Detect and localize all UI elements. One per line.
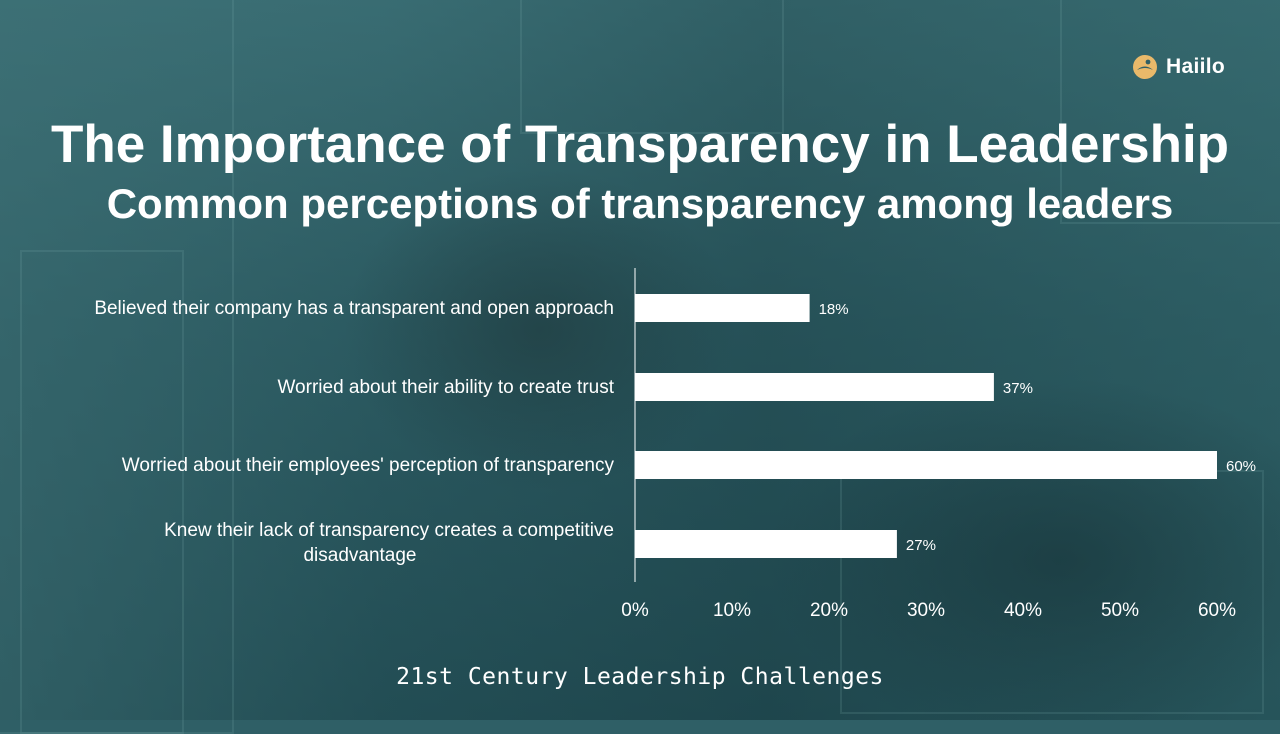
footer-caption: 21st Century Leadership Challenges <box>396 664 884 690</box>
bar-2 <box>635 373 994 401</box>
x-tick-label-20: 20% <box>810 600 848 621</box>
haiilo-logo: Haiilo <box>1132 54 1225 80</box>
bar-3 <box>635 451 1217 479</box>
chart-subtitle: Common perceptions of transparency among… <box>106 180 1174 227</box>
x-tick-label-50: 50% <box>1101 600 1139 621</box>
x-tick-label-10: 10% <box>713 600 751 621</box>
chart-title: The Importance of Transparency in Leader… <box>50 115 1230 174</box>
value-label-4: 27% <box>906 537 936 554</box>
category-label-2: Worried about their ability to create tr… <box>277 377 614 398</box>
value-label-2: 37% <box>1003 380 1033 397</box>
haiilo-logo-icon <box>1133 55 1158 79</box>
x-tick-label-30: 30% <box>907 600 945 621</box>
bar-4 <box>635 530 897 558</box>
value-label-3: 60% <box>1226 458 1256 475</box>
x-tick-label-0: 0% <box>621 600 649 621</box>
category-label-4: Knew their lack of transparency creates … <box>164 520 614 566</box>
value-label-1: 18% <box>819 301 849 318</box>
bar-1 <box>635 294 810 322</box>
x-tick-label-60: 60% <box>1198 600 1236 621</box>
category-label-3: Worried about their employees' perceptio… <box>122 455 615 476</box>
category-label-1: Believed their company has a transparent… <box>94 298 614 319</box>
logo-text: Haiilo <box>1166 55 1225 78</box>
x-tick-label-40: 40% <box>1004 600 1042 621</box>
